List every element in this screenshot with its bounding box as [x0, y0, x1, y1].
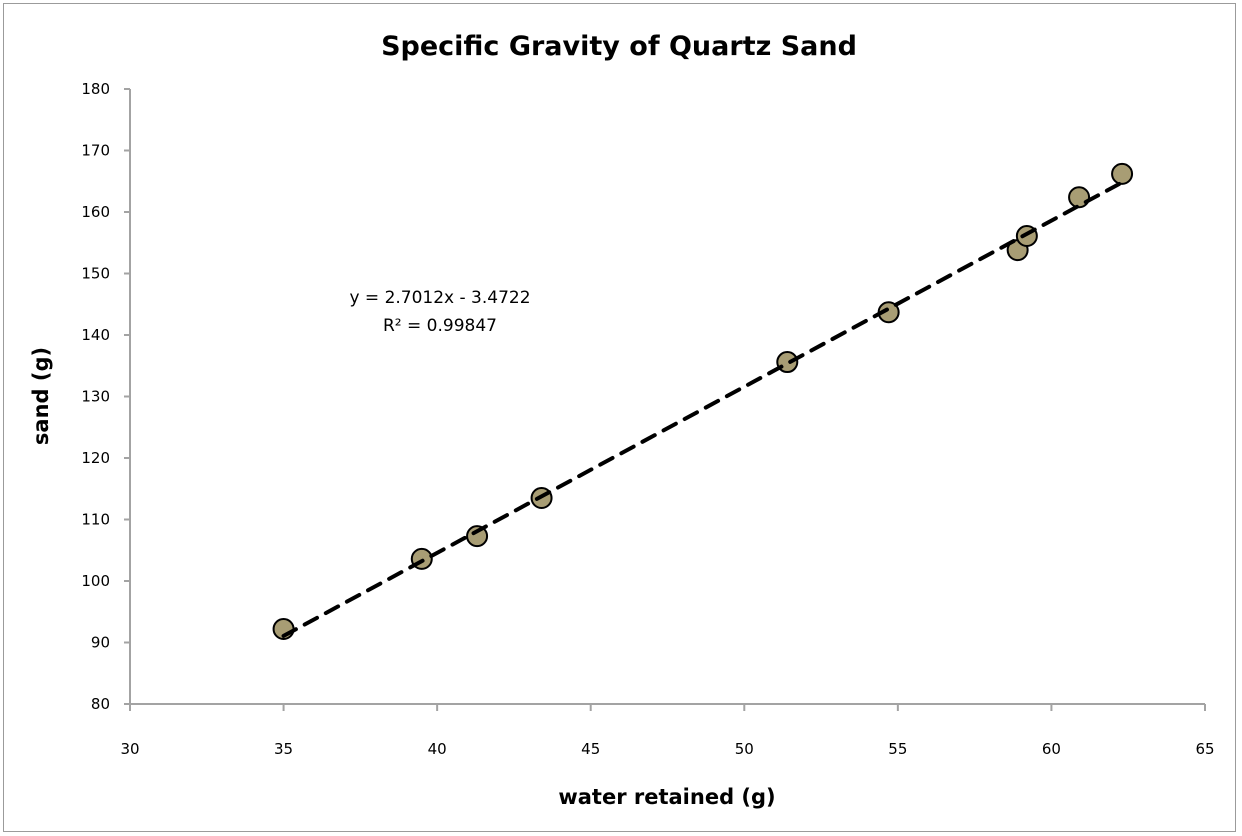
x-tick-label: 60: [1042, 740, 1061, 758]
data-point: [1111, 162, 1134, 185]
data-point: [1068, 186, 1091, 209]
x-tick-label: 50: [735, 740, 754, 758]
y-tick-label: 180: [81, 80, 110, 98]
trendline-path: [281, 180, 1125, 638]
x-tick-label: 30: [120, 740, 139, 758]
chart-title: Specific Gravity of Quartz Sand: [381, 31, 857, 62]
y-tick-label: 110: [81, 511, 110, 529]
y-tick-label: 160: [81, 203, 110, 221]
x-axis-label: water retained (g): [558, 785, 775, 809]
x-tick-label: 35: [274, 740, 293, 758]
x-tick-label: 45: [581, 740, 600, 758]
x-tick-label: 55: [888, 740, 907, 758]
y-axis-label: sand (g): [29, 347, 53, 445]
data-points: [272, 162, 1134, 640]
data-point: [466, 525, 489, 548]
chart-frame: [3, 3, 1236, 832]
y-tick-label: 120: [81, 449, 110, 467]
trendline-equation: y = 2.7012x - 3.4722: [349, 288, 530, 308]
trendline: [281, 180, 1125, 638]
r-squared-label: R² = 0.99847: [383, 316, 497, 336]
y-tick-label: 90: [91, 634, 110, 652]
y-tick-label: 80: [91, 695, 110, 713]
y-tick-label: 100: [81, 572, 110, 590]
x-tick-label: 40: [428, 740, 447, 758]
y-tick-label: 150: [81, 265, 110, 283]
axes: 80 90 100 110 120 130 140 150 160 170 180 30 35 40 45 5…: [81, 80, 1214, 758]
y-tick-label: 130: [81, 388, 110, 406]
x-tick-label: 65: [1195, 740, 1214, 758]
y-tick-label: 140: [81, 326, 110, 344]
y-tick-label: 170: [81, 142, 110, 160]
